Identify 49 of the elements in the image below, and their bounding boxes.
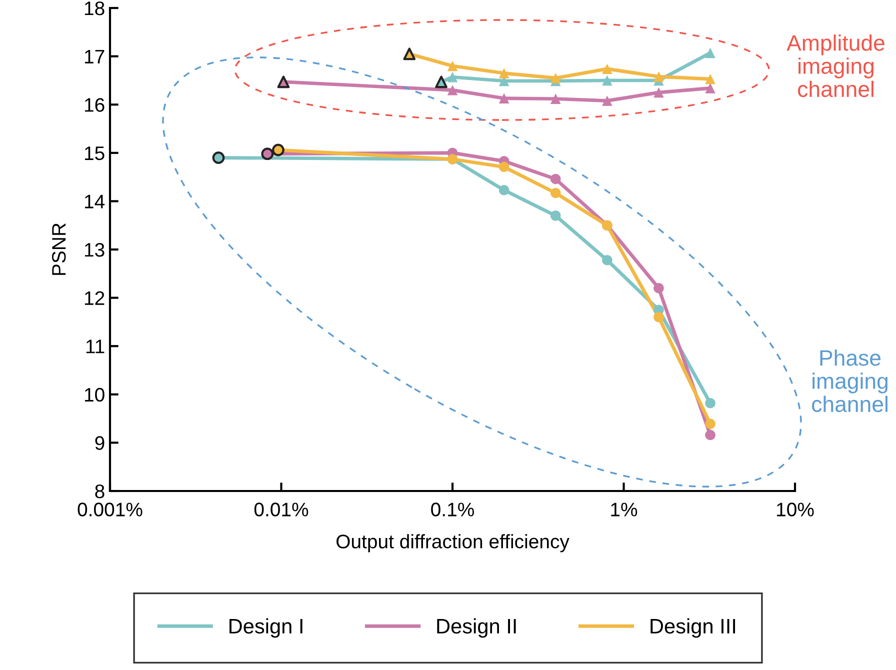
point xyxy=(654,87,664,98)
y-tick-label: 17 xyxy=(84,50,104,64)
y-tick-label: 13 xyxy=(84,242,104,257)
legend-label: Design I xyxy=(230,618,302,638)
point xyxy=(550,188,561,198)
x-tick-label: 0.001% xyxy=(78,502,142,516)
point xyxy=(498,93,510,104)
y-tick-label: 14 xyxy=(84,194,105,208)
point xyxy=(705,430,716,440)
point xyxy=(705,398,716,408)
y-tick-label: 9 xyxy=(95,436,104,450)
point xyxy=(602,75,612,86)
x-tick-label: 0.01% xyxy=(254,502,308,516)
y-tick-label: 18 xyxy=(84,1,104,16)
point xyxy=(498,184,510,196)
x-tick-label: 10% xyxy=(777,502,814,516)
point xyxy=(550,72,561,84)
x-tick-label: 1% xyxy=(611,502,638,516)
point xyxy=(447,84,458,96)
point xyxy=(602,254,612,266)
point xyxy=(654,312,664,322)
y-tick-label: 10 xyxy=(84,388,104,402)
point xyxy=(602,64,612,74)
point xyxy=(654,282,664,294)
y-axis-title: PSNR xyxy=(52,223,66,275)
point xyxy=(498,162,510,172)
point xyxy=(654,71,664,82)
point xyxy=(550,210,561,221)
point xyxy=(550,174,561,184)
legend-label: Design II xyxy=(437,618,516,638)
y-tick-label: 16 xyxy=(84,98,104,112)
text: Phase imaging channel xyxy=(812,350,888,412)
point xyxy=(447,60,458,72)
point xyxy=(705,418,716,430)
y-tick-label: 11 xyxy=(86,340,104,354)
x-axis-title: Output diffraction efficiency xyxy=(336,534,570,552)
point xyxy=(550,94,561,104)
legend-label: Design III xyxy=(650,618,736,638)
point xyxy=(602,96,612,106)
point xyxy=(705,83,716,94)
point xyxy=(498,68,510,78)
y-tick-label: 12 xyxy=(84,291,104,305)
point xyxy=(705,74,716,84)
annotation: Amplitude imaging channel xyxy=(786,34,884,98)
x-tick-label: 0.1% xyxy=(431,502,474,516)
y-tick-label: 15 xyxy=(84,146,104,160)
point xyxy=(447,72,458,82)
point xyxy=(705,48,716,58)
y-tick-label: 8 xyxy=(95,484,104,498)
